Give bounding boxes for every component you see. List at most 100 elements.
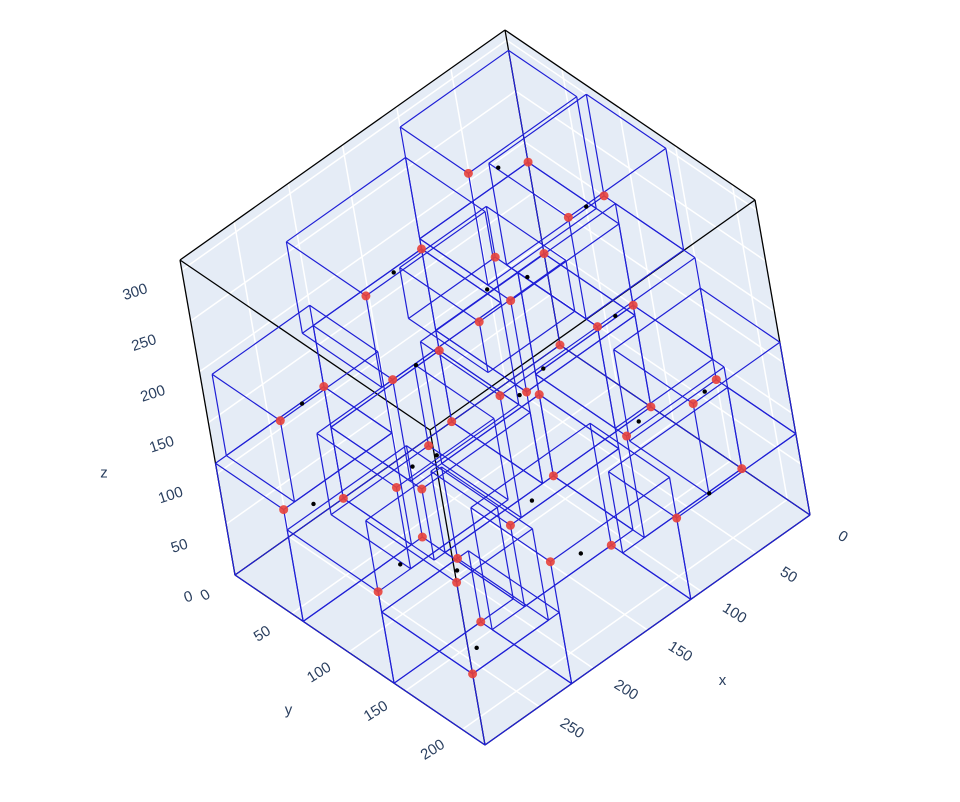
grid-line (190, 90, 517, 322)
y-axis-title: y (285, 702, 293, 719)
grid-line (216, 242, 543, 474)
center-point (541, 366, 546, 371)
grid-line (461, 498, 788, 731)
center-point (578, 551, 584, 556)
x-tick-label: 0 (835, 527, 851, 546)
corner-point (490, 252, 500, 262)
corner-point (688, 399, 698, 409)
grid-line (199, 141, 525, 373)
corner-point (506, 296, 516, 306)
corner-point (417, 244, 427, 254)
wall-pane (505, 30, 810, 515)
grid-line (450, 68, 507, 384)
corner-point (711, 375, 721, 385)
center-point (485, 287, 490, 292)
center-point (299, 401, 305, 406)
center-point (529, 498, 535, 503)
corner-point (599, 191, 609, 201)
box (613, 287, 797, 496)
x-tick-label: 250 (557, 714, 587, 742)
corner-point (434, 346, 444, 356)
grid-line (617, 107, 675, 423)
x-tick-label: 150 (665, 638, 695, 666)
corner-point (476, 617, 486, 627)
center-point (613, 313, 618, 319)
y-tick-label: 0 (197, 586, 213, 605)
grid-line (515, 90, 767, 262)
corner-point (592, 322, 602, 332)
corner-point (563, 212, 573, 222)
corner-point (474, 317, 484, 327)
z-tick-label: 150 (147, 433, 176, 457)
center-point (413, 362, 419, 368)
x-tick-label: 50 (777, 563, 800, 586)
z-tick-label: 200 (138, 382, 167, 406)
center-point (474, 645, 479, 651)
center-point (517, 392, 522, 398)
box (399, 205, 576, 374)
z-tick-label: 0 (182, 588, 195, 607)
center-point (496, 165, 501, 170)
center-point (434, 453, 439, 458)
corner-point (391, 482, 401, 492)
corner-point (505, 520, 515, 530)
corner-point (417, 532, 427, 542)
corner-point (737, 464, 747, 474)
corner-point (417, 484, 427, 494)
grid-line (550, 293, 802, 465)
grid-line (348, 421, 675, 653)
grid-line (505, 382, 757, 554)
z-tick-label: 100 (156, 483, 185, 507)
corner-point (622, 431, 632, 441)
grid-line (288, 536, 540, 708)
center-point (636, 419, 641, 424)
corner-point (672, 513, 682, 523)
corner-point (539, 249, 549, 259)
y-tick-label: 50 (251, 622, 274, 645)
y-tick-label: 150 (361, 697, 391, 725)
corner-point (338, 493, 348, 503)
corner-point (361, 291, 371, 301)
x-axis-title: x (719, 672, 727, 689)
y-tick-label: 100 (304, 659, 334, 687)
corner-point (468, 669, 478, 679)
corner-point (447, 417, 457, 427)
center-point (525, 274, 530, 280)
grid-line (397, 459, 648, 631)
corner-point (523, 157, 533, 167)
corner-point (606, 540, 616, 550)
corner-point (452, 577, 462, 587)
corner-point (555, 340, 565, 350)
grid-line (225, 293, 552, 525)
center-point (398, 562, 403, 567)
x-tick-label: 100 (719, 599, 749, 627)
grid-line (561, 68, 618, 384)
box (211, 304, 393, 503)
z-tick-label: 250 (129, 331, 158, 355)
center-point (410, 464, 415, 469)
corner-point (534, 390, 544, 400)
box (365, 466, 550, 675)
grid-line (291, 383, 618, 615)
corner-point (319, 382, 329, 392)
center-point (584, 204, 589, 209)
corner-point (545, 557, 555, 567)
corner-point (388, 375, 398, 385)
center-point (391, 270, 396, 275)
z-tick-label: 50 (169, 536, 190, 557)
center-point (707, 491, 712, 496)
corner-point (522, 387, 532, 397)
corner-point (548, 471, 558, 481)
grid-line (207, 191, 534, 424)
z-tick-label: 300 (121, 280, 150, 304)
corner-point (495, 391, 505, 401)
corner-point (275, 416, 285, 426)
corner-point (424, 441, 434, 451)
corner-point (279, 505, 289, 515)
grid-line (731, 184, 789, 500)
corner-point (628, 300, 638, 310)
corner-point (453, 553, 463, 563)
center-point (454, 568, 460, 573)
grid-line (532, 191, 784, 364)
z-axis-title: z (100, 464, 108, 481)
